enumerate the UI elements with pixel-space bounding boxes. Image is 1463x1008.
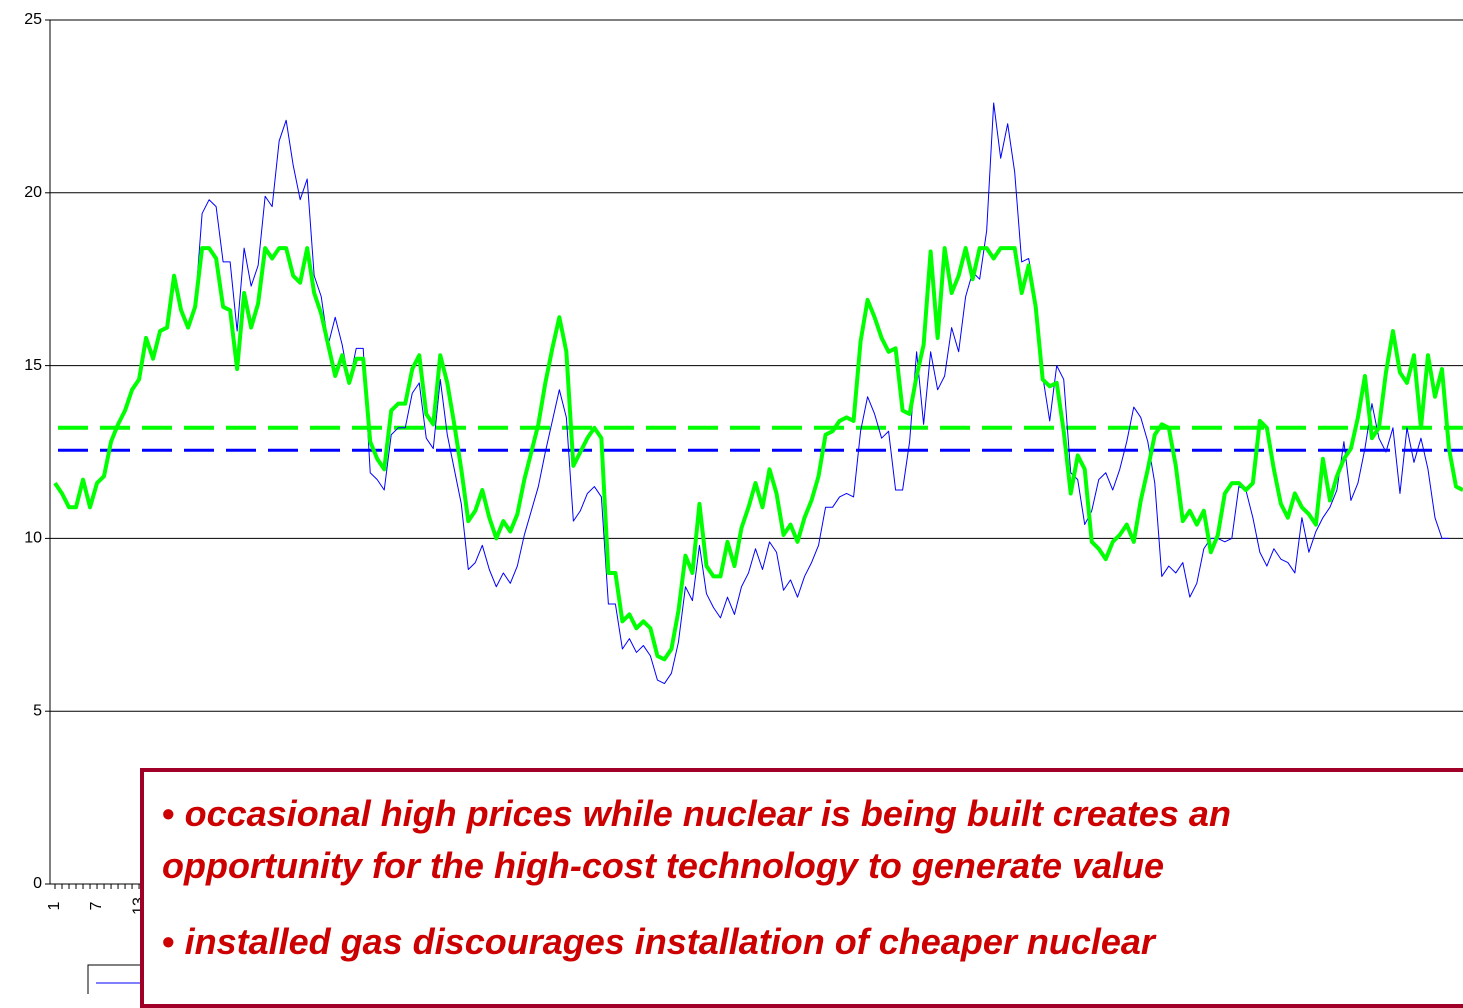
bullet-text: occasional high prices while nuclear is …	[184, 793, 1231, 834]
x-tick-label: 1	[46, 901, 63, 910]
bullet-dot: •	[162, 793, 185, 834]
y-tick-label: 15	[24, 357, 42, 374]
y-tick-label: 0	[33, 875, 42, 892]
y-tick-label: 20	[24, 184, 42, 201]
data-line	[54, 102, 1449, 685]
y-tick-label: 5	[33, 702, 42, 719]
y-tick-label: 25	[24, 11, 42, 28]
bullet: • occasional high prices while nuclear i…	[162, 788, 1463, 892]
bullet: • installed gas discourages installation…	[162, 916, 1463, 968]
bullet-text: opportunity for the high-cost technology…	[162, 845, 1165, 886]
y-tick-label: 10	[24, 530, 42, 547]
x-tick-label: 7	[88, 901, 105, 910]
bullet-dot: •	[162, 921, 185, 962]
annotation-box: • occasional high prices while nuclear i…	[140, 768, 1463, 1008]
legend	[87, 964, 149, 994]
legend-box	[87, 964, 149, 994]
data-line	[53, 246, 1463, 662]
bullet-text: installed gas discourages installation o…	[184, 921, 1155, 962]
